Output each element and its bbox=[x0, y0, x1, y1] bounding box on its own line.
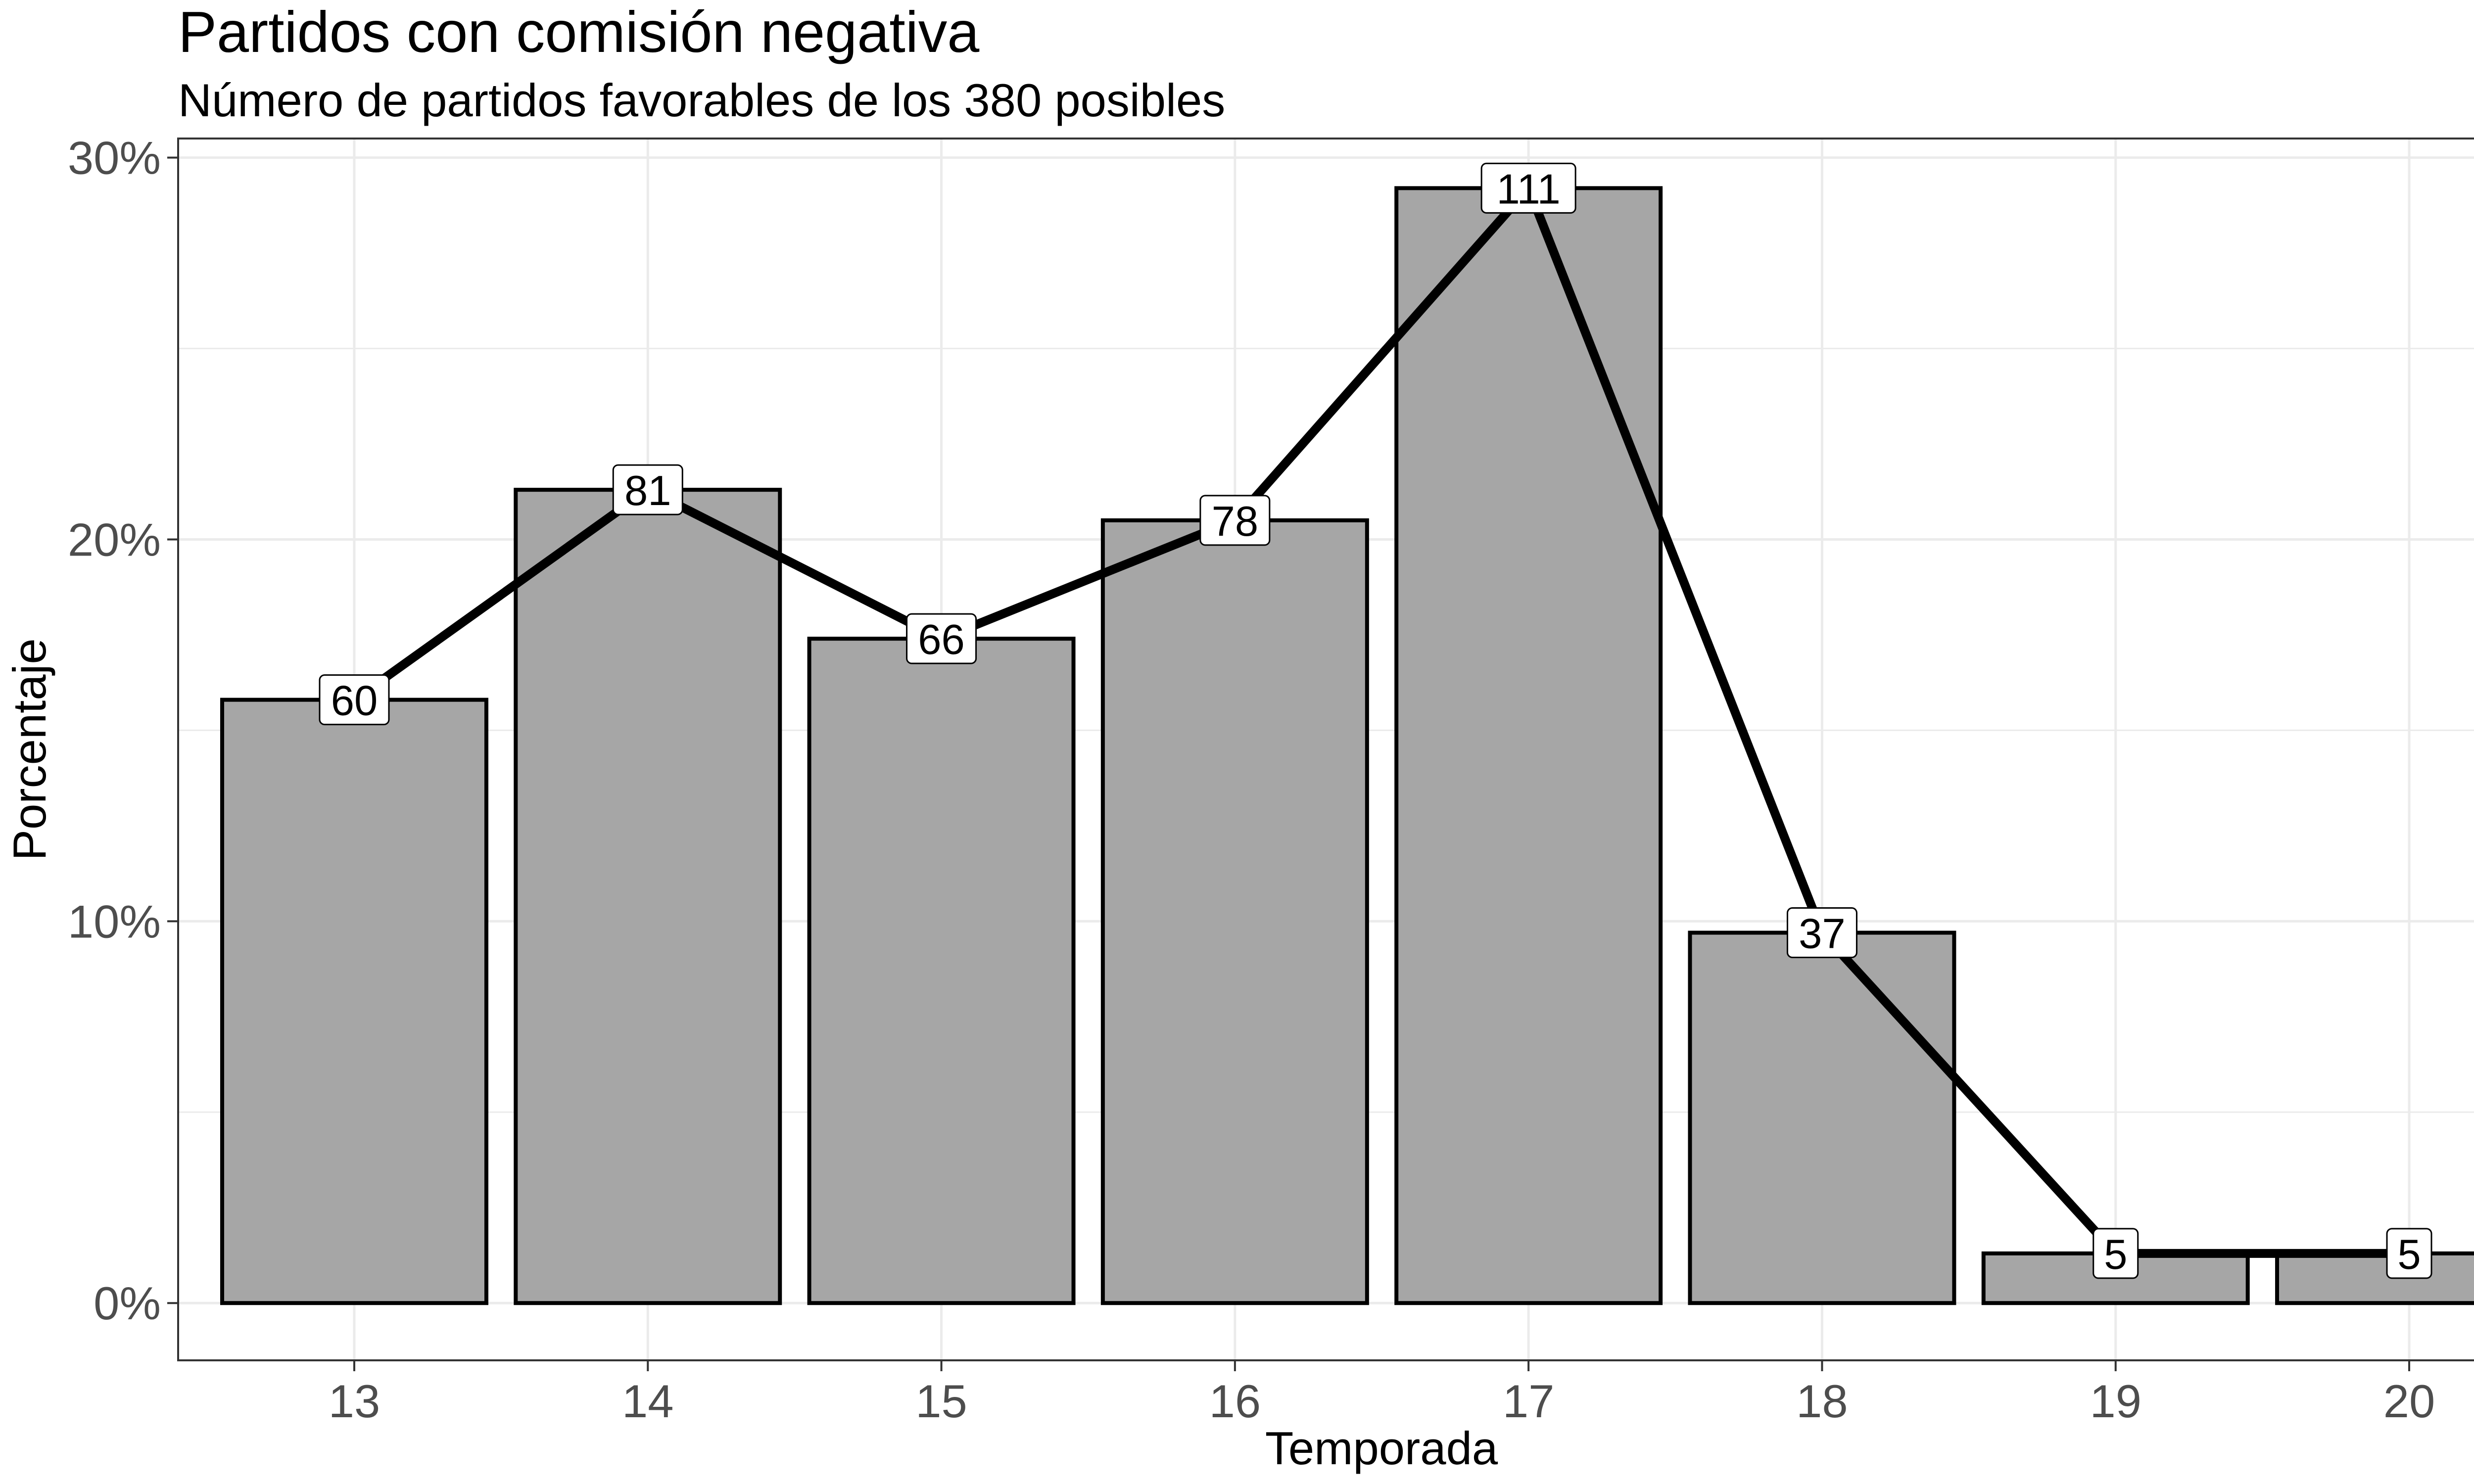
data-label-box bbox=[612, 464, 683, 515]
y-tick-label: 20% bbox=[68, 513, 161, 565]
data-label: 66 bbox=[918, 616, 965, 663]
x-tick-label: 15 bbox=[915, 1375, 967, 1427]
data-label-box bbox=[319, 674, 390, 726]
trend-line bbox=[351, 184, 2410, 1258]
x-tick-label: 18 bbox=[1796, 1375, 1848, 1427]
bar bbox=[220, 697, 488, 1305]
x-axis-title: Temporada bbox=[1265, 1422, 1498, 1474]
x-tick-label: 17 bbox=[1503, 1375, 1555, 1427]
y-tick-label: 0% bbox=[94, 1277, 161, 1329]
data-label-box bbox=[906, 613, 977, 664]
y-axis-title: Porcentaje bbox=[3, 638, 55, 860]
data-label: 5 bbox=[2397, 1231, 2421, 1278]
x-tick-label: 19 bbox=[2090, 1375, 2141, 1427]
data-label-box bbox=[1786, 907, 1857, 958]
x-axis: 13 14 15 16 17 18 19 20 bbox=[329, 1360, 2435, 1427]
bars bbox=[220, 186, 2474, 1305]
data-label: 111 bbox=[1497, 166, 1561, 213]
data-label-box bbox=[2093, 1228, 2139, 1279]
bar bbox=[807, 637, 1076, 1305]
panel-border bbox=[177, 138, 2474, 1361]
data-label: 60 bbox=[331, 678, 378, 725]
bar bbox=[1100, 518, 1369, 1305]
data-label-box bbox=[2386, 1228, 2432, 1279]
x-tick-label: 14 bbox=[622, 1375, 674, 1427]
data-label-box bbox=[1199, 495, 1271, 546]
y-tick-label: 10% bbox=[68, 895, 161, 947]
data-label: 81 bbox=[624, 467, 671, 514]
x-tick-label: 13 bbox=[329, 1375, 381, 1427]
data-labels: 60 81 66 78 111 37 5 5 bbox=[319, 162, 2432, 1279]
bar bbox=[514, 488, 782, 1305]
bar bbox=[2275, 1251, 2474, 1305]
x-tick-label: 16 bbox=[1209, 1375, 1261, 1427]
x-tick-label: 20 bbox=[2383, 1375, 2435, 1427]
chart-title: Partidos con comisión negativa bbox=[178, 0, 980, 64]
y-axis: 0% 10% 20% 30% bbox=[68, 132, 178, 1329]
data-label-box bbox=[1480, 162, 1576, 214]
data-label: 78 bbox=[1212, 498, 1259, 545]
bar bbox=[1688, 930, 1956, 1305]
data-label: 5 bbox=[2104, 1231, 2127, 1278]
y-tick-label: 30% bbox=[68, 132, 161, 184]
bar bbox=[1394, 186, 1663, 1305]
data-label: 37 bbox=[1799, 911, 1846, 958]
chart-subtitle: Número de partidos favorables de los 380… bbox=[178, 74, 1225, 126]
